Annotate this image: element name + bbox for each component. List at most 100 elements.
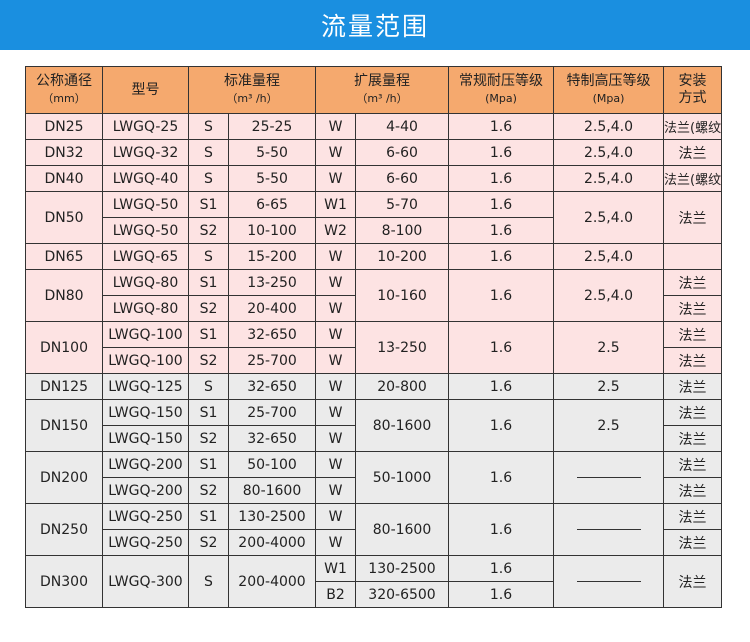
header-extended-range: 扩展量程 （m³ /h）	[315, 66, 449, 114]
cell-special-pressure: 2.5	[553, 321, 664, 374]
cell-ext-range: 6-60	[355, 165, 449, 192]
cell-ext-code: W	[315, 347, 356, 374]
cell-special-pressure: 2.5,4.0	[553, 269, 664, 322]
header-special-pressure: 特制高压等级 (Mpa)	[553, 66, 664, 114]
cell-special-pressure	[553, 451, 664, 504]
cell-normal-pressure: 1.6	[448, 243, 554, 270]
cell-ext-range: 4-40	[355, 113, 449, 140]
cell-install: 法兰	[663, 555, 722, 608]
cell-ext-code: W	[315, 399, 356, 426]
cell-std-code: S1	[188, 269, 229, 296]
cell-model: LWGQ-250	[102, 529, 189, 556]
cell-std-code: S2	[188, 477, 229, 504]
cell-std-code: S	[188, 139, 229, 166]
cell-model: LWGQ-50	[102, 191, 189, 218]
cell-ext-range: 8-100	[355, 217, 449, 244]
table-row: DN40 LWGQ-40 S 5-50 W 6-60 1.6 2.5,4.0 法…	[25, 165, 722, 192]
cell-ext-code: W	[315, 295, 356, 322]
table-row: B2 320-6500 1.6	[26, 581, 722, 608]
cell-dn: DN100	[25, 321, 103, 374]
cell-std-code: S1	[188, 321, 229, 348]
cell-ext-code: W	[315, 165, 356, 192]
cell-std-code: S	[188, 243, 229, 270]
dash-line	[576, 581, 641, 582]
cell-ext-range: 50-1000	[355, 451, 449, 504]
cell-model: LWGQ-250	[102, 503, 189, 530]
header-normal-pressure: 常规耐压等级 (Mpa)	[448, 66, 554, 114]
cell-model: LWGQ-200	[102, 477, 189, 504]
flow-range-table: 公称通径 （mm） 型号 标准量程 （m³ /h） 扩展量程 （m³ /h） 常规耐压…	[25, 66, 722, 608]
cell-std-range: 50-100	[228, 451, 316, 478]
cell-normal-pressure: 1.6	[448, 503, 554, 556]
cell-special-pressure	[553, 555, 664, 608]
cell-std-code: S2	[188, 217, 229, 244]
cell-normal-pressure: 1.6	[448, 191, 554, 218]
cell-ext-code: W	[315, 451, 356, 478]
table-row: DN300 LWGQ-300 S 200-4000 W1 130-2500 1.…	[25, 555, 722, 608]
cell-install: 法兰	[663, 321, 722, 348]
cell-install: 法兰(螺纹)	[663, 165, 722, 192]
cell-std-range: 15-200	[228, 243, 316, 270]
cell-install: 法兰	[663, 451, 722, 478]
cell-std-range: 32-650	[228, 373, 316, 400]
cell-ext-code: W	[315, 373, 356, 400]
cell-normal-pressure: 1.6	[448, 269, 554, 322]
cell-model: LWGQ-200	[102, 451, 189, 478]
cell-dn: DN40	[25, 165, 103, 192]
table-row: DN150 LWGQ-150 S1 25-700 W 80-1600 1.6 2…	[25, 399, 722, 452]
cell-ext-range: 80-1600	[355, 399, 449, 452]
cell-std-range: 13-250	[228, 269, 316, 296]
cell-model: LWGQ-150	[102, 399, 189, 426]
cell-std-code: S	[188, 113, 229, 140]
table-row: LWGQ-250 S2 200-4000 W 法兰	[26, 529, 722, 556]
cell-install: 法兰	[663, 503, 722, 530]
cell-std-range: 25-700	[228, 347, 316, 374]
cell-special-pressure: 2.5,4.0	[553, 139, 664, 166]
cell-dn: DN300	[25, 555, 103, 608]
cell-dn: DN25	[25, 113, 103, 140]
cell-dn: DN200	[25, 451, 103, 504]
cell-normal-pressure: 1.6	[448, 581, 554, 608]
table-row: DN200 LWGQ-200 S1 50-100 W 50-1000 1.6 法…	[25, 451, 722, 504]
cell-std-code: S1	[188, 191, 229, 218]
cell-ext-code: B2	[315, 581, 356, 608]
header-model: 型号	[102, 66, 189, 114]
cell-dn: DN32	[25, 139, 103, 166]
page-title: 流量范围	[320, 12, 429, 41]
cell-dn: DN50	[25, 191, 103, 244]
cell-dn: DN80	[25, 269, 103, 322]
cell-model: LWGQ-65	[102, 243, 189, 270]
cell-normal-pressure: 1.6	[448, 113, 554, 140]
cell-dn: DN250	[25, 503, 103, 556]
cell-ext-code: W2	[315, 217, 356, 244]
cell-ext-range: 10-200	[355, 243, 449, 270]
cell-ext-code: W1	[315, 555, 356, 582]
cell-install	[663, 243, 722, 270]
cell-std-range: 5-50	[228, 139, 316, 166]
cell-std-code: S2	[188, 425, 229, 452]
cell-std-range: 25-700	[228, 399, 316, 426]
cell-std-range: 20-400	[228, 295, 316, 322]
cell-install: 法兰	[663, 269, 722, 296]
cell-std-code: S2	[188, 529, 229, 556]
cell-std-code: S1	[188, 451, 229, 478]
header-banner: 流量范围	[0, 0, 750, 50]
cell-model: LWGQ-32	[102, 139, 189, 166]
cell-dn: DN150	[25, 399, 103, 452]
cell-std-range: 5-50	[228, 165, 316, 192]
cell-normal-pressure: 1.6	[448, 373, 554, 400]
dash-line	[576, 477, 641, 478]
cell-install: 法兰	[663, 373, 722, 400]
cell-std-range: 32-650	[228, 321, 316, 348]
cell-normal-pressure: 1.6	[448, 217, 554, 244]
cell-ext-code: W1	[315, 191, 356, 218]
table-row: LWGQ-200 S2 80-1600 W 法兰	[26, 477, 722, 504]
cell-ext-range: 130-2500	[355, 555, 449, 582]
cell-model: LWGQ-40	[102, 165, 189, 192]
cell-install: 法兰	[663, 139, 722, 166]
cell-std-range: 130-2500	[228, 503, 316, 530]
cell-install: 法兰	[663, 529, 722, 556]
cell-ext-code: W	[315, 529, 356, 556]
cell-model: LWGQ-80	[102, 269, 189, 296]
cell-normal-pressure: 1.6	[448, 451, 554, 504]
